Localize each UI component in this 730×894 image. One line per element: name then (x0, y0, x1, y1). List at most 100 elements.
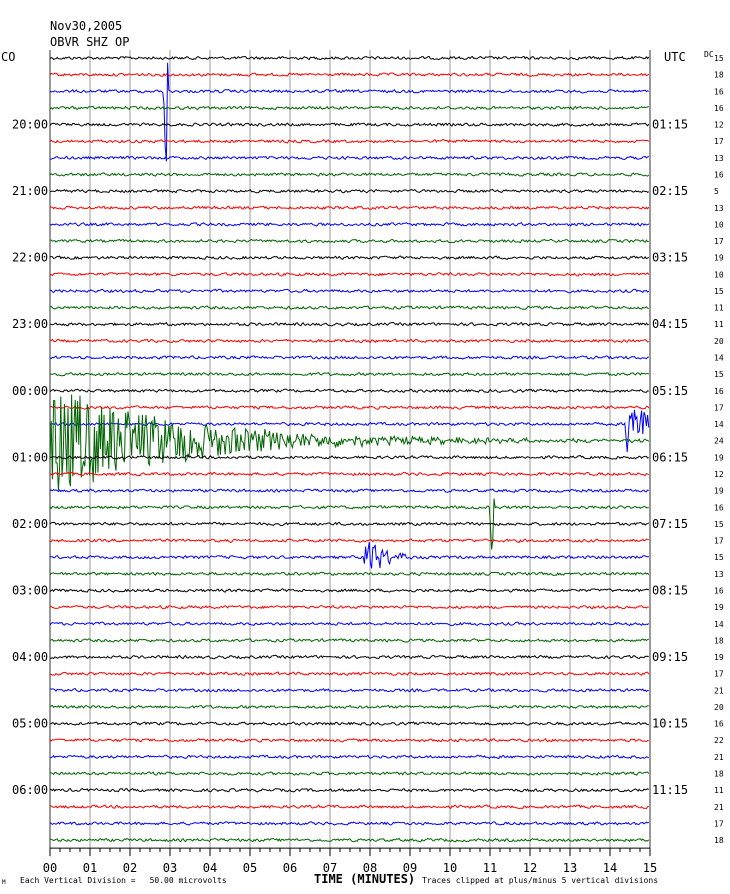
x-tick-label: 10 (443, 861, 457, 875)
dc-value-label: 17 (714, 670, 724, 679)
right-time-label: 10:15 (652, 717, 688, 731)
trace-line (49, 588, 650, 593)
right-time-label: 07:15 (652, 517, 688, 531)
header-date: Nov30,2005 (50, 19, 122, 33)
dc-value-label: 16 (714, 104, 724, 113)
dc-value-label: 16 (714, 87, 724, 96)
trace-line (49, 188, 650, 194)
dc-value-label: 20 (714, 337, 724, 346)
dc-value-label: 16 (714, 720, 724, 729)
dc-value-label: 17 (714, 537, 724, 546)
left-time-label: 23:00 (12, 317, 48, 331)
dc-value-label: 24 (714, 437, 724, 446)
left-time-label: 22:00 (12, 251, 48, 265)
trace-line (49, 771, 650, 776)
dc-value-label: 19 (714, 453, 724, 462)
dc-value-label: 17 (714, 237, 724, 246)
x-tick-label: 05 (243, 861, 257, 875)
right-time-label: 08:15 (652, 583, 688, 597)
x-tick-label: 01 (83, 861, 97, 875)
trace-line (49, 737, 649, 743)
dc-value-label: 15 (714, 553, 724, 562)
footer-clip-text: Traces clipped at plus/minus 5 vertical … (422, 876, 658, 885)
trace-line (49, 471, 650, 477)
x-tick-label: 03 (163, 861, 177, 875)
dc-value-label: 16 (714, 170, 724, 179)
dc-value-label: 21 (714, 753, 724, 762)
dc-value-label: 18 (714, 71, 724, 80)
x-tick-label: 04 (203, 861, 217, 875)
trace-line (49, 787, 650, 793)
x-axis-label: TIME (MINUTES) (314, 872, 415, 886)
dc-value-label: 13 (714, 570, 724, 579)
trace-line (49, 155, 649, 161)
trace-line (49, 139, 650, 144)
left-time-label: 20:00 (12, 118, 48, 132)
trace-line (49, 604, 649, 610)
x-tick-label: 13 (563, 861, 577, 875)
left-time-label: 02:00 (12, 517, 48, 531)
trace-line (49, 409, 650, 453)
dc-value-label: 10 (714, 270, 724, 279)
dc-value-label: 14 (714, 420, 724, 429)
right-time-label: 04:15 (652, 317, 688, 331)
dc-value-label: 19 (714, 487, 724, 496)
dc-value-label: 18 (714, 770, 724, 779)
trace-line (49, 488, 649, 493)
label-group: Nov30,2005 OBVR SHZ OP CO UTC DC TIME (M… (1, 19, 724, 886)
dc-value-label: 10 (714, 220, 724, 229)
dc-value-label: 21 (714, 803, 724, 812)
dc-value-label: 21 (714, 686, 724, 695)
dc-value-label: 19 (714, 254, 724, 263)
trace-line (49, 394, 650, 491)
x-tick-label: 12 (523, 861, 537, 875)
right-time-label: 09:15 (652, 650, 688, 664)
left-zone-label: CO (1, 50, 15, 64)
trace-line (49, 521, 650, 527)
trace-line (49, 371, 650, 377)
x-tick-label: 11 (483, 861, 497, 875)
x-tick-label: 09 (403, 861, 417, 875)
dc-value-label: 16 (714, 387, 724, 396)
left-time-label: 03:00 (12, 583, 48, 597)
trace-line (49, 238, 649, 244)
right-time-label: 11:15 (652, 783, 688, 797)
trace-line (49, 454, 649, 460)
dc-value-label: 20 (714, 703, 724, 712)
left-time-label: 06:00 (12, 783, 48, 797)
trace-line (49, 638, 650, 643)
left-time-label: 21:00 (12, 184, 48, 198)
trace-line (49, 72, 650, 77)
trace-line (49, 654, 649, 660)
dc-label: DC (704, 50, 714, 59)
trace-line (49, 498, 649, 550)
trace-line (49, 62, 649, 162)
trace-line (49, 837, 650, 843)
dc-value-label: 13 (714, 204, 724, 213)
trace-line (49, 571, 650, 577)
dc-value-label: 11 (714, 786, 724, 795)
x-tick-label: 02 (123, 861, 137, 875)
x-tick-label: 07 (323, 861, 337, 875)
dc-value-label: 12 (714, 470, 724, 479)
trace-line (49, 388, 649, 393)
dc-value-label: 16 (714, 503, 724, 512)
dc-value-label: 5 (714, 187, 719, 196)
trace-line (49, 105, 649, 111)
dc-value-label: 11 (714, 320, 724, 329)
trace-line (49, 804, 649, 810)
header-station: OBVR SHZ OP (50, 35, 129, 49)
trace-line (49, 321, 649, 327)
dc-value-label: 17 (714, 403, 724, 412)
x-tick-label: 00 (43, 861, 57, 875)
trace-line (49, 205, 650, 210)
trace-line (49, 405, 650, 410)
trace-line (49, 821, 650, 826)
trace-line (49, 542, 649, 569)
footer-division-text: Each Vertical Division = 50.00 microvolts (20, 876, 227, 885)
right-time-label: 03:15 (652, 251, 688, 265)
left-time-label: 01:00 (12, 450, 48, 464)
dc-value-label: 18 (714, 636, 724, 645)
